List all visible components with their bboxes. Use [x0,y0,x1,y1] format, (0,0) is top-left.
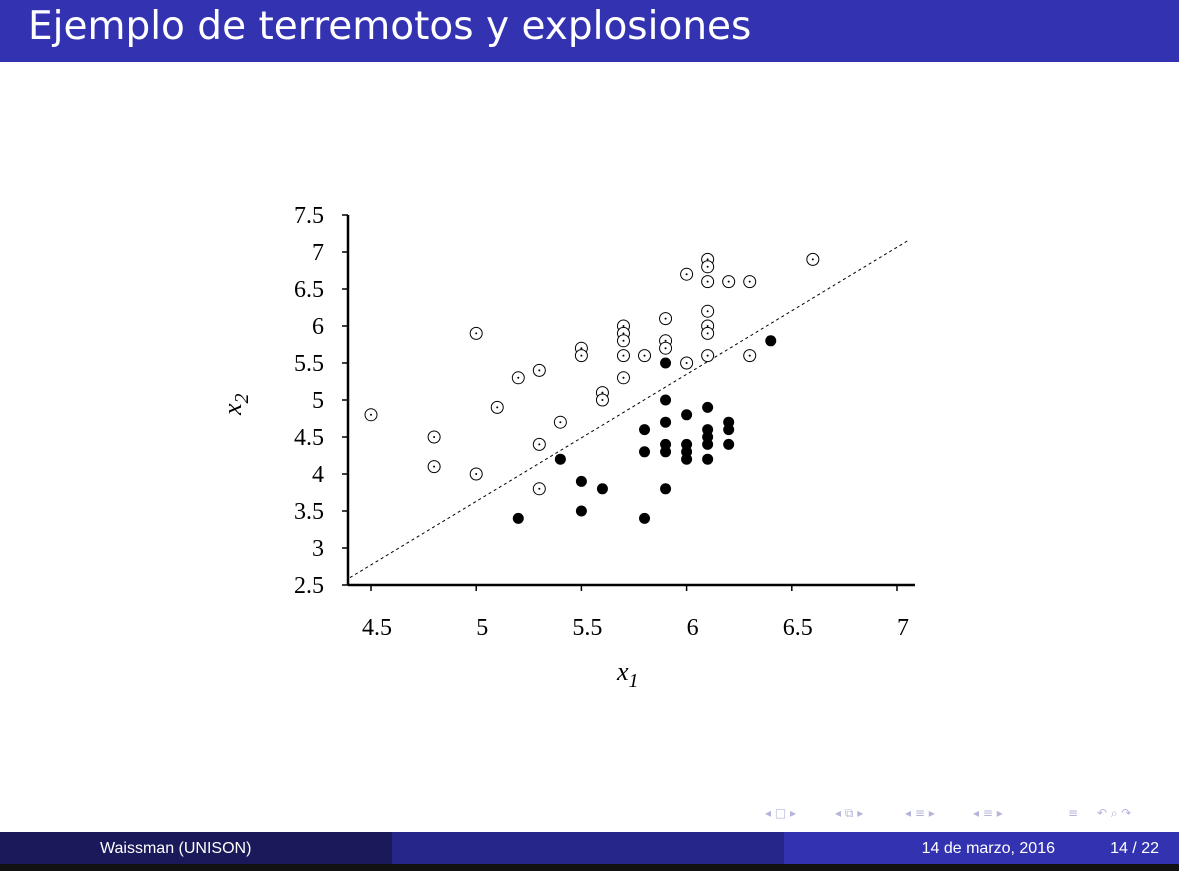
y-tick-label: 5.5 [294,351,324,377]
data-point-center [580,354,583,357]
data-point [723,424,735,436]
data-point-center [370,413,372,416]
data-point [681,453,693,465]
data-point [639,424,651,436]
y-tick-label: 3 [312,536,324,562]
data-point-center [559,421,562,424]
data-point-center [538,487,541,490]
x-tick-label: 4.5 [362,615,392,641]
x-tick-label: 5 [476,615,488,641]
data-point-center [706,325,709,327]
data-point-center [706,258,709,261]
y-tick-label: 4.5 [294,425,324,451]
data-point [702,453,714,465]
data-point-center [706,310,709,313]
nav-search-icon[interactable]: ↶ ⌕ ↷ [1097,806,1132,820]
data-point [575,505,587,517]
footer: Waissman (UNISON) 14 de marzo, 2016 14 /… [0,832,1179,871]
footer-author: Waissman (UNISON) [100,840,252,857]
footer-author-box: Waissman (UNISON) [0,832,392,864]
footer-date: 14 de marzo, 2016 [921,840,1055,857]
data-point-center [727,280,730,283]
data-point [639,512,651,524]
data-point [765,335,777,347]
scatter-plot: 2.5 3 3.5 4 4.5 5 5.5 6 6.5 7 7.5 4.5 5 5.5 6 6.5 7 x1 x2 [218,203,915,692]
data-point-center [538,369,541,372]
y-tick-label: 3.5 [294,499,324,525]
data-point [660,446,672,458]
data-point [681,409,693,421]
data-point-center [496,406,499,409]
y-axis-label: x2 [218,393,253,416]
footer-title-box [392,832,784,864]
x-tick-label: 5.5 [572,615,602,641]
data-point [660,416,672,428]
boundary-line [349,240,908,579]
data-point-center [475,332,478,335]
data-point [512,512,524,524]
nav-subsection-icon[interactable]: ◂ ≡ ▸ [905,806,935,820]
data-point-center [706,280,709,283]
data-point [660,357,672,369]
data-point-center [601,399,604,401]
data-point-center [538,443,541,446]
y-tick-label: 2.5 [294,573,324,599]
data-point-center [685,273,688,276]
data-point-center [517,376,520,379]
data-point [723,438,735,450]
slide-title: Ejemplo de terremotos y explosiones [28,4,752,49]
data-point [702,438,714,450]
data-point [660,394,672,406]
x-tick-label: 7 [897,615,909,641]
data-point-center [643,354,646,357]
y-tick-label: 6 [312,314,324,340]
data-point-center [664,347,667,350]
x-tick-label: 6 [687,615,699,641]
footer-page-number: 14 / 22 [1110,840,1159,857]
y-tick-label: 7 [312,240,324,266]
data-point-center [433,465,436,468]
data-point-center [433,436,436,438]
data-point-center [748,354,751,357]
data-point-center [706,332,709,335]
data-point-center [580,347,583,350]
title-bar: Ejemplo de terremotos y explosiones [0,0,1179,62]
data-point-center [622,339,625,342]
data-point [554,453,566,465]
data-point-center [601,391,604,394]
x-axis-label: x1 [616,657,639,692]
data-point-center [622,376,625,379]
footer-base-strip [0,864,1179,871]
nav-first-icon[interactable]: ◂ □ ▸ [765,806,797,820]
nav-frame-icon[interactable]: ◂ ⧉ ▸ [835,806,864,820]
data-point-center [685,362,688,364]
data-point [702,401,714,413]
data-point [575,475,587,487]
data-point-center [706,354,709,357]
y-tick-label: 5 [312,388,324,414]
nav-align-icon[interactable]: ≡ [1068,806,1079,820]
data-point-center [811,258,814,261]
data-point [596,483,608,495]
data-point-center [664,339,667,342]
data-point-center [475,473,478,475]
x-tick-label: 6.5 [783,615,813,641]
nav-section-icon[interactable]: ◂ ≡ ▸ [973,806,1003,820]
footer-date-box: 14 de marzo, 2016 14 / 22 [784,832,1179,864]
y-tick-label: 6.5 [294,277,324,303]
beamer-navigation: ◂ □ ▸ ◂ ⧉ ▸ ◂ ≡ ▸ ◂ ≡ ▸ ≡ ↶ ⌕ ↷ [765,806,1175,826]
data-point [660,483,672,495]
y-tick-label: 4 [312,462,324,488]
y-tick-label: 7.5 [294,203,324,229]
data-point [639,446,651,458]
data-point-center [622,354,625,357]
data-point-center [706,265,709,268]
data-point-center [622,332,625,335]
data-point-center [622,325,625,327]
data-point-center [748,280,751,283]
data-point-center [664,317,667,320]
